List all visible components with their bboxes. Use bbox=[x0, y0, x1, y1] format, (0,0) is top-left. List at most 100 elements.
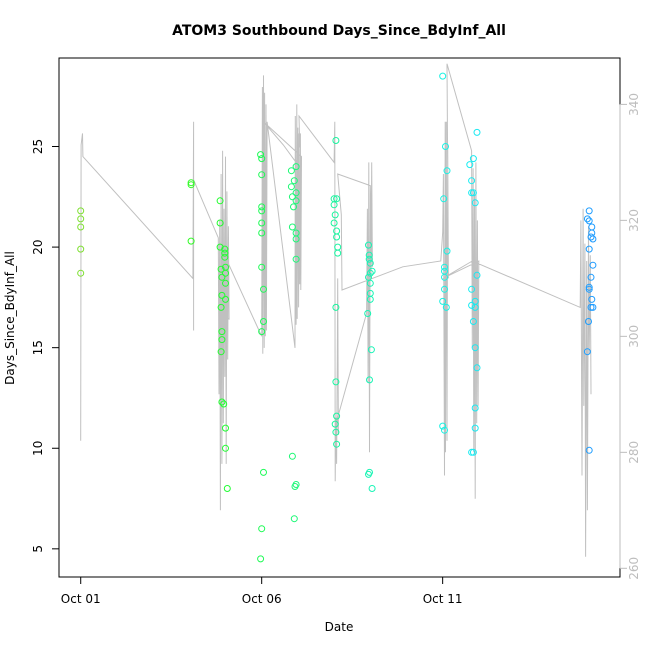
data-point bbox=[589, 235, 597, 243]
data-point bbox=[583, 215, 591, 223]
data-point bbox=[258, 328, 266, 336]
data-point bbox=[471, 424, 479, 432]
data-point bbox=[473, 364, 481, 372]
data-point bbox=[218, 291, 226, 299]
x-axis-label: Date bbox=[325, 620, 354, 634]
data-point bbox=[222, 269, 229, 277]
data-point bbox=[585, 245, 593, 253]
data-point bbox=[468, 285, 476, 293]
data-point bbox=[187, 181, 195, 189]
y-tick-label: 20 bbox=[31, 239, 45, 254]
data-point bbox=[368, 267, 376, 275]
data-point bbox=[288, 193, 296, 201]
data-point bbox=[333, 233, 341, 241]
data-point bbox=[331, 420, 339, 428]
data-point bbox=[441, 285, 448, 293]
data-point bbox=[77, 223, 85, 231]
data-point bbox=[364, 310, 372, 317]
data-point bbox=[222, 279, 229, 287]
data-point bbox=[292, 163, 300, 171]
data-point bbox=[443, 247, 451, 255]
data-point bbox=[291, 483, 299, 490]
y-axis-label: Days_Since_BdyInf_All bbox=[3, 251, 17, 385]
x-axis: Oct 01 Oct 06 Oct 11 bbox=[61, 576, 463, 606]
data-point bbox=[332, 428, 340, 436]
data-point bbox=[290, 177, 298, 185]
data-point bbox=[442, 303, 450, 311]
data-point bbox=[258, 219, 266, 227]
data-point bbox=[585, 285, 593, 293]
data-point bbox=[330, 219, 338, 227]
x-tick-label: Oct 06 bbox=[242, 592, 282, 606]
data-point bbox=[589, 261, 597, 269]
data-point bbox=[260, 468, 267, 476]
data-point bbox=[287, 183, 295, 191]
y-axis-right: 260 280 300 320 340 bbox=[619, 93, 641, 580]
data-point bbox=[441, 273, 448, 281]
data-point bbox=[258, 155, 266, 163]
data-point bbox=[260, 318, 267, 325]
data-point bbox=[258, 263, 266, 271]
y-right-tick-label: 260 bbox=[627, 557, 641, 580]
data-point bbox=[187, 179, 195, 187]
data-point bbox=[287, 167, 295, 175]
data-point bbox=[217, 303, 225, 311]
data-point bbox=[469, 318, 477, 325]
data-point bbox=[257, 151, 265, 159]
data-point bbox=[216, 197, 224, 205]
data-point bbox=[77, 207, 85, 215]
data-point bbox=[218, 273, 226, 281]
data-point bbox=[332, 378, 340, 386]
data-point bbox=[257, 555, 265, 563]
data-point bbox=[585, 446, 593, 454]
data-point bbox=[588, 295, 596, 303]
data-point bbox=[587, 273, 595, 281]
data-point bbox=[333, 195, 341, 203]
data-point bbox=[365, 251, 373, 259]
data-point bbox=[221, 253, 229, 261]
y-right-tick-label: 340 bbox=[627, 93, 641, 116]
data-point bbox=[290, 515, 298, 523]
data-point bbox=[292, 235, 300, 243]
y-right-tick-label: 280 bbox=[627, 441, 641, 464]
data-point bbox=[366, 295, 374, 303]
data-point bbox=[473, 128, 481, 136]
data-point bbox=[368, 485, 376, 492]
data-point bbox=[332, 137, 340, 144]
data-point bbox=[589, 303, 597, 311]
data-point bbox=[365, 273, 372, 281]
data-point bbox=[258, 171, 266, 179]
data-point bbox=[216, 243, 224, 251]
data-point bbox=[471, 199, 479, 207]
data-point bbox=[366, 376, 373, 384]
data-point bbox=[366, 269, 374, 277]
data-point bbox=[223, 485, 231, 492]
data-point bbox=[330, 201, 338, 209]
data-point bbox=[440, 195, 448, 203]
data-point bbox=[439, 297, 447, 305]
data-point bbox=[473, 271, 481, 279]
data-point bbox=[332, 303, 340, 311]
data-point bbox=[187, 237, 195, 245]
data-point bbox=[468, 448, 476, 456]
data-point bbox=[365, 241, 372, 249]
data-point bbox=[585, 217, 593, 225]
y-axis-left: 5 10 15 20 25 bbox=[31, 139, 60, 553]
data-point bbox=[216, 219, 224, 227]
data-point bbox=[258, 207, 266, 215]
data-point bbox=[292, 197, 300, 205]
data-point bbox=[292, 255, 300, 263]
data-point bbox=[333, 412, 341, 420]
data-point bbox=[260, 285, 267, 293]
y-tick-label: 15 bbox=[31, 340, 45, 355]
data-point bbox=[365, 255, 373, 263]
x-tick-label: Oct 01 bbox=[61, 592, 101, 606]
data-point bbox=[222, 444, 229, 452]
data-point bbox=[220, 400, 228, 408]
y-tick-label: 10 bbox=[31, 441, 45, 456]
data-point bbox=[443, 167, 451, 175]
data-point bbox=[331, 211, 339, 219]
data-point bbox=[441, 426, 448, 434]
